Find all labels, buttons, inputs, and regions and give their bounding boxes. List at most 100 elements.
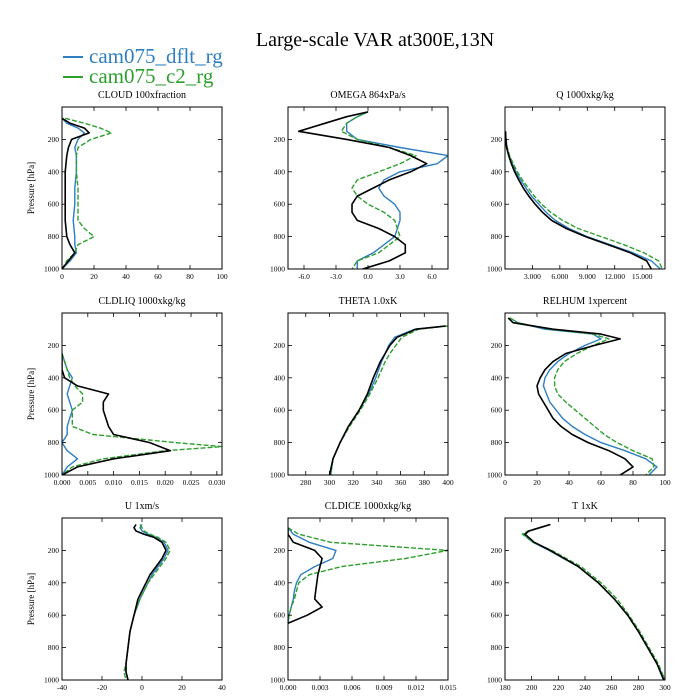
y-tick-label-8-0: 200	[491, 546, 503, 555]
y-tick-label-4-2: 600	[274, 406, 286, 415]
series-line-green-6	[123, 524, 171, 680]
y-tick-label-5-3: 800	[491, 438, 503, 447]
series-line-black-8	[524, 523, 665, 680]
panel-4: THETA 1.0xK 200 400 600 800 1000 280 300 320 340 3…	[270, 296, 454, 487]
y-tick-label-4-1: 400	[274, 373, 286, 382]
y-tick-label-2-0: 200	[491, 135, 503, 144]
series-line-blue-2	[505, 131, 661, 269]
x-tick-label-8-2: 220	[553, 683, 565, 692]
y-tick-label-6-4: 1000	[44, 676, 59, 685]
x-tick-label-1-1: -3.0	[330, 272, 342, 281]
x-tick-label-8-5: 280	[633, 683, 645, 692]
y-tick-label-2-2: 600	[491, 200, 503, 209]
x-tick-label-1-2: 0.0	[363, 272, 373, 281]
x-tick-label-4-1: 300	[324, 478, 336, 487]
y-tick-label-7-1: 400	[274, 578, 286, 587]
series-line-green-3	[62, 353, 222, 475]
series-line-green-0	[62, 117, 113, 269]
x-tick-label-5-4: 80	[629, 478, 637, 487]
y-tick-label-7-0: 200	[274, 546, 286, 555]
panel-title-8: T 1xK	[572, 501, 598, 512]
series-line-black-1	[297, 111, 428, 269]
series-line-black-6	[125, 524, 167, 680]
legend-label-1: cam075_c2_rg	[89, 64, 214, 88]
x-tick-label-4-2: 320	[348, 478, 360, 487]
y-tick-label-0-4: 1000	[44, 265, 59, 274]
series-line-green-1	[340, 111, 417, 269]
y-tick-label-6-3: 800	[48, 643, 60, 652]
series-line-blue-3	[62, 353, 79, 475]
series-line-green-5	[509, 317, 655, 475]
x-tick-label-0-1: 20	[90, 272, 98, 281]
y-tick-label-8-2: 600	[491, 611, 503, 620]
y-tick-label-5-4: 1000	[487, 471, 502, 480]
x-tick-label-2-0: 3.000	[524, 272, 541, 281]
y-tick-label-3-3: 800	[48, 438, 60, 447]
series-line-blue-5	[509, 317, 658, 475]
y-tick-label-6-1: 400	[48, 578, 60, 587]
plot-frame-8	[504, 517, 666, 681]
series-line-green-2	[505, 131, 663, 269]
plot-frame-0	[61, 106, 223, 270]
x-tick-label-0-5: 100	[216, 272, 228, 281]
series-group-2	[505, 131, 663, 269]
x-tick-label-7-2: 0.006	[344, 683, 361, 692]
series-line-black-4	[328, 325, 446, 475]
plot-frame-7	[287, 517, 449, 681]
x-tick-label-0-2: 40	[122, 272, 130, 281]
x-tick-label-0-4: 80	[186, 272, 194, 281]
series-group-4	[328, 325, 448, 475]
x-tick-label-0-0: 0	[60, 272, 64, 281]
x-tick-label-5-2: 40	[565, 478, 573, 487]
y-tick-label-7-2: 600	[274, 611, 286, 620]
x-tick-label-1-0: -6.0	[298, 272, 310, 281]
x-tick-label-1-3: 3.0	[395, 272, 405, 281]
y-tick-label-1-4: 1000	[270, 265, 285, 274]
x-tick-label-4-6: 400	[442, 478, 454, 487]
y-tick-label-3-1: 400	[48, 373, 60, 382]
x-tick-label-3-6: 0.030	[208, 478, 225, 487]
y-tick-label-2-1: 400	[491, 167, 503, 176]
panel-1: OMEGA 864xPa/s 200 400 600 800 1000 -6.0 -3.0 0.…	[270, 90, 449, 281]
figure-title: Large-scale VAR at300E,13N	[256, 29, 494, 51]
y-tick-label-2-4: 1000	[487, 265, 502, 274]
y-tick-label-3-4: 1000	[44, 471, 59, 480]
plot-frame-2	[504, 106, 666, 270]
x-tick-label-2-1: 6.000	[551, 272, 568, 281]
panel-title-1: OMEGA 864xPa/s	[330, 90, 405, 101]
x-tick-label-5-0: 0	[503, 478, 507, 487]
x-tick-label-4-4: 360	[395, 478, 407, 487]
x-tick-label-6-2: 0	[140, 683, 144, 692]
series-line-blue-0	[62, 117, 86, 269]
y-tick-label-3-2: 600	[48, 406, 60, 415]
y-tick-label-1-0: 200	[274, 135, 286, 144]
x-tick-label-3-0: 0.000	[54, 478, 71, 487]
series-line-blue-1	[346, 111, 448, 269]
series-group-3	[62, 353, 222, 475]
y-tick-label-7-4: 1000	[270, 676, 285, 685]
panel-title-6: U 1xm/s	[125, 501, 159, 512]
plot-frame-6	[61, 517, 223, 681]
y-tick-label-7-3: 800	[274, 643, 286, 652]
y-axis-label-3: Pressure [hPa]	[26, 368, 36, 420]
x-tick-label-6-4: 40	[218, 683, 226, 692]
y-tick-label-1-2: 600	[274, 200, 286, 209]
series-line-blue-6	[125, 524, 169, 680]
x-tick-label-4-0: 280	[300, 478, 312, 487]
y-tick-label-1-1: 400	[274, 167, 286, 176]
x-tick-label-6-1: -20	[97, 683, 107, 692]
y-tick-label-8-3: 800	[491, 643, 503, 652]
plot-frame-4	[287, 312, 449, 476]
series-line-green-7	[288, 527, 448, 624]
x-tick-label-3-3: 0.015	[131, 478, 148, 487]
y-tick-label-8-4: 1000	[487, 676, 502, 685]
x-tick-label-8-6: 300	[659, 683, 671, 692]
y-tick-label-4-3: 800	[274, 438, 286, 447]
x-tick-label-8-1: 200	[526, 683, 538, 692]
x-tick-label-8-0: 180	[499, 683, 511, 692]
x-tick-label-7-0: 0.000	[280, 683, 297, 692]
